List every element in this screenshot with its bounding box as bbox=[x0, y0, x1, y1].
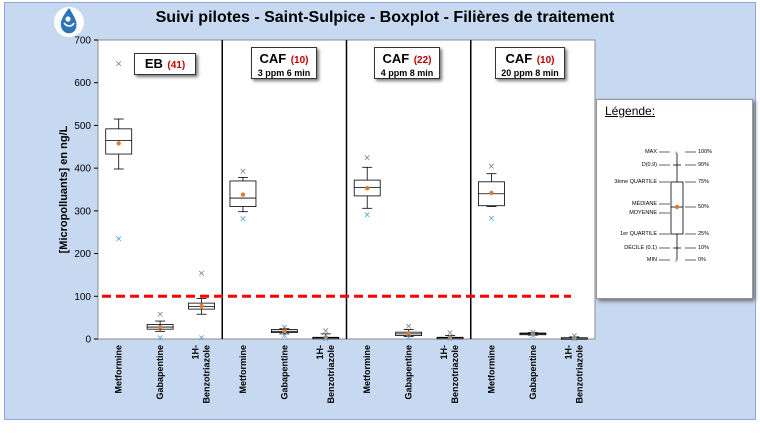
legend-pct-10: 10% bbox=[698, 245, 710, 251]
y-tick-label: 0 bbox=[85, 335, 91, 346]
max-marker: × bbox=[571, 332, 579, 342]
group-label-caf-2: CAF (22) 4 ppm 8 min bbox=[374, 47, 440, 79]
min-marker: × bbox=[239, 215, 247, 225]
water-drop-logo-icon bbox=[49, 5, 89, 39]
legend-pct-75: 75% bbox=[698, 179, 710, 185]
category-label: Benzotriazole bbox=[574, 345, 584, 404]
min-marker: × bbox=[281, 332, 289, 342]
svg-text:×: × bbox=[675, 259, 679, 265]
category-label: 1H- bbox=[191, 345, 201, 360]
boxplot-chart: 0 100 200 300 400 500 600 700 [Micropolluants] e… bbox=[58, 36, 596, 404]
max-marker: × bbox=[405, 322, 413, 332]
category-label: Benzotriazole bbox=[202, 345, 212, 404]
legend-label-median: MÉDIANE bbox=[631, 201, 657, 207]
max-marker: × bbox=[322, 326, 330, 336]
mean-marker bbox=[282, 329, 287, 334]
max-marker: × bbox=[529, 328, 537, 338]
group-label-eb: EB (41) bbox=[134, 53, 196, 75]
category-label: Metformine bbox=[362, 345, 372, 394]
legend-diagram: × × bbox=[659, 151, 696, 265]
legend-pct-25: 25% bbox=[698, 231, 710, 237]
legend-pct-50: 50% bbox=[698, 204, 710, 210]
y-tick-label: 300 bbox=[74, 206, 91, 217]
category-label: Metformine bbox=[238, 345, 248, 394]
category-label: Gabapentine bbox=[528, 345, 538, 400]
chart-frame: 0 100 200 300 400 500 600 700 [Micropolluants] e… bbox=[4, 2, 756, 420]
max-marker: × bbox=[281, 323, 289, 333]
legend-label-max: MAX bbox=[645, 149, 657, 155]
min-marker: × bbox=[571, 335, 579, 345]
max-marker: × bbox=[363, 153, 371, 163]
mean-marker bbox=[572, 335, 577, 341]
group-label-caf-3: CAF (10) 20 ppm 8 min bbox=[495, 47, 565, 79]
category-label: Gabapentine bbox=[279, 345, 289, 400]
min-marker: × bbox=[115, 235, 123, 245]
y-tick-label: 400 bbox=[74, 164, 91, 175]
min-marker: × bbox=[446, 335, 454, 345]
legend-label-q3: 3ème QUARTILE bbox=[614, 179, 657, 185]
category-label: Benzotriazole bbox=[326, 345, 336, 404]
y-tick-label: 600 bbox=[74, 78, 91, 89]
max-marker: × bbox=[239, 167, 247, 177]
legend-box: Légende: × × MAX D(0.9) 3ème QUARTILE bbox=[596, 99, 753, 299]
min-marker: × bbox=[529, 332, 537, 342]
legend-label-d01: DÉCILE (0.1) bbox=[624, 245, 657, 251]
mean-marker bbox=[406, 331, 411, 336]
max-marker: × bbox=[156, 310, 164, 320]
mean-marker bbox=[447, 335, 453, 340]
legend-label-mean: MOYENNE bbox=[629, 210, 657, 216]
legend-pct-100: 100% bbox=[698, 149, 713, 155]
legend-pct-90: 90% bbox=[698, 162, 710, 168]
category-label: Benzotriazole bbox=[450, 345, 460, 404]
legend-pct-0: 0% bbox=[698, 257, 706, 263]
category-label: Gabapentine bbox=[155, 345, 165, 400]
category-label: Metformine bbox=[486, 345, 496, 394]
y-tick-label: 100 bbox=[74, 292, 91, 303]
legend-title: Légende: bbox=[605, 104, 656, 118]
max-marker: × bbox=[488, 162, 496, 172]
mean-marker bbox=[489, 190, 494, 196]
min-marker: × bbox=[322, 335, 330, 345]
legend-label-min: MIN bbox=[646, 257, 657, 263]
category-label: 1H- bbox=[439, 345, 449, 360]
category-label: Metformine bbox=[114, 345, 124, 394]
mean-marker bbox=[116, 141, 121, 146]
mean-marker bbox=[199, 303, 204, 309]
max-marker: × bbox=[115, 59, 123, 69]
category-label: 1H- bbox=[315, 345, 325, 360]
category-label: Gabapentine bbox=[404, 345, 414, 400]
legend-label-q1: 1er QUARTILE bbox=[620, 231, 657, 237]
mean-marker bbox=[530, 331, 536, 337]
min-marker: × bbox=[198, 334, 206, 344]
max-marker: × bbox=[198, 269, 206, 279]
min-marker: × bbox=[363, 210, 371, 220]
group-label-caf-1: CAF (10) 3 ppm 6 min bbox=[251, 47, 317, 79]
min-marker: × bbox=[488, 214, 496, 224]
mean-marker bbox=[365, 186, 370, 191]
max-marker: × bbox=[446, 329, 454, 339]
mean-marker bbox=[157, 324, 163, 330]
y-tick-label: 700 bbox=[74, 36, 91, 47]
y-axis-label: [Micropolluants] en ng/L bbox=[58, 125, 70, 253]
chart-title: Suivi pilotes - Saint-Sulpice - Boxplot … bbox=[155, 9, 615, 26]
svg-text:×: × bbox=[675, 151, 679, 157]
mean-marker bbox=[323, 335, 328, 340]
legend-label-d09: D(0.9) bbox=[641, 162, 657, 168]
mean-marker bbox=[240, 192, 246, 197]
y-tick-label: 200 bbox=[74, 249, 91, 260]
min-marker: × bbox=[405, 333, 413, 343]
category-label: 1H- bbox=[563, 345, 573, 360]
min-marker: × bbox=[156, 334, 164, 344]
y-tick-label: 500 bbox=[74, 121, 91, 132]
